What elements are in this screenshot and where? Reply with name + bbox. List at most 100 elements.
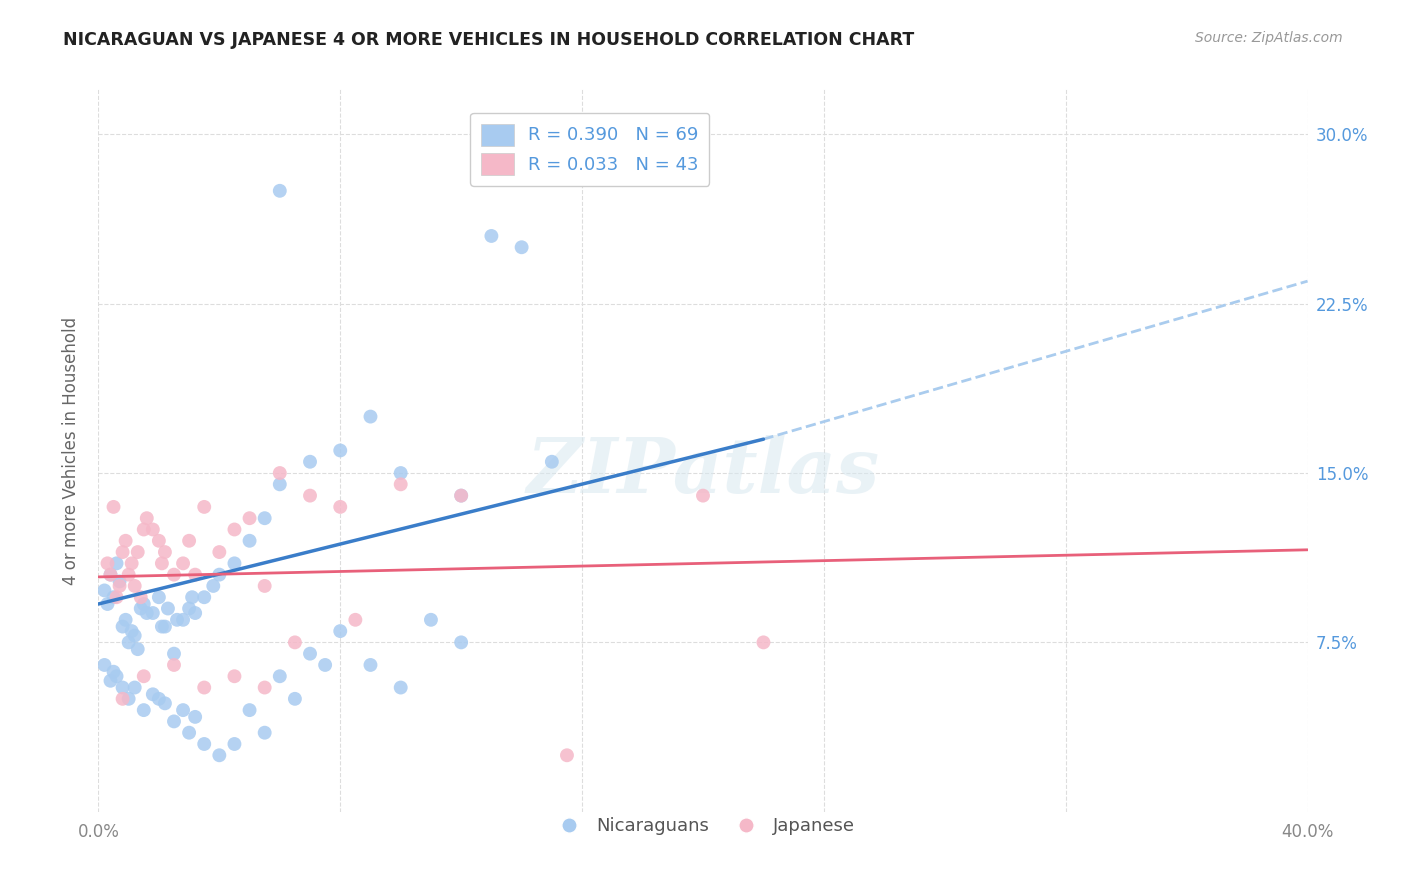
- Point: [692, 489, 714, 503]
- Point: [148, 691, 170, 706]
- Point: [179, 601, 201, 615]
- Text: Source: ZipAtlas.com: Source: ZipAtlas.com: [1195, 31, 1343, 45]
- Point: [111, 681, 134, 695]
- Point: [193, 737, 215, 751]
- Point: [163, 567, 186, 582]
- Point: [150, 557, 173, 571]
- Point: [253, 681, 276, 695]
- Point: [132, 597, 155, 611]
- Point: [269, 466, 291, 480]
- Point: [103, 665, 125, 679]
- Point: [111, 619, 134, 633]
- Point: [121, 624, 143, 639]
- Point: [135, 606, 157, 620]
- Point: [239, 703, 262, 717]
- Point: [153, 545, 176, 559]
- Point: [179, 725, 201, 739]
- Point: [329, 500, 352, 514]
- Point: [100, 673, 122, 688]
- Point: [329, 443, 352, 458]
- Point: [163, 714, 186, 729]
- Point: [142, 687, 165, 701]
- Point: [450, 489, 472, 503]
- Point: [239, 533, 262, 548]
- Point: [450, 489, 472, 503]
- Point: [208, 567, 231, 582]
- Point: [118, 691, 141, 706]
- Point: [150, 619, 173, 633]
- Point: [105, 669, 128, 683]
- Point: [193, 591, 215, 605]
- Point: [100, 567, 122, 582]
- Point: [96, 557, 118, 571]
- Point: [118, 635, 141, 649]
- Point: [124, 579, 146, 593]
- Point: [172, 613, 194, 627]
- Point: [103, 500, 125, 514]
- Point: [142, 523, 165, 537]
- Point: [93, 583, 115, 598]
- Point: [329, 624, 352, 639]
- Point: [208, 545, 231, 559]
- Point: [481, 229, 503, 244]
- Point: [284, 635, 307, 649]
- Point: [103, 591, 125, 605]
- Point: [156, 601, 179, 615]
- Point: [111, 545, 134, 559]
- Point: [181, 591, 204, 605]
- Point: [299, 489, 322, 503]
- Point: [510, 240, 533, 254]
- Point: [299, 455, 322, 469]
- Text: ZIPatlas: ZIPatlas: [526, 435, 880, 509]
- Point: [344, 613, 367, 627]
- Point: [111, 691, 134, 706]
- Point: [269, 184, 291, 198]
- Point: [153, 619, 176, 633]
- Point: [314, 657, 336, 672]
- Point: [224, 737, 246, 751]
- Point: [132, 703, 155, 717]
- Point: [239, 511, 262, 525]
- Point: [184, 710, 207, 724]
- Point: [163, 647, 186, 661]
- Point: [132, 523, 155, 537]
- Legend: Nicaraguans, Japanese: Nicaraguans, Japanese: [544, 810, 862, 842]
- Point: [208, 748, 231, 763]
- Point: [100, 567, 122, 582]
- Point: [284, 691, 307, 706]
- Point: [105, 591, 128, 605]
- Point: [179, 533, 201, 548]
- Point: [202, 579, 225, 593]
- Point: [108, 579, 131, 593]
- Point: [253, 511, 276, 525]
- Point: [752, 635, 775, 649]
- Point: [127, 545, 149, 559]
- Point: [93, 657, 115, 672]
- Point: [224, 669, 246, 683]
- Point: [105, 557, 128, 571]
- Point: [540, 455, 562, 469]
- Point: [118, 567, 141, 582]
- Point: [224, 523, 246, 537]
- Point: [108, 574, 131, 589]
- Point: [166, 613, 188, 627]
- Point: [114, 533, 136, 548]
- Point: [124, 629, 146, 643]
- Point: [253, 725, 276, 739]
- Point: [269, 477, 291, 491]
- Point: [184, 567, 207, 582]
- Point: [299, 647, 322, 661]
- Point: [124, 681, 146, 695]
- Point: [129, 601, 152, 615]
- Text: NICARAGUAN VS JAPANESE 4 OR MORE VEHICLES IN HOUSEHOLD CORRELATION CHART: NICARAGUAN VS JAPANESE 4 OR MORE VEHICLE…: [63, 31, 914, 49]
- Point: [163, 657, 186, 672]
- Point: [555, 748, 578, 763]
- Point: [132, 669, 155, 683]
- Point: [389, 681, 412, 695]
- Point: [127, 642, 149, 657]
- Point: [121, 557, 143, 571]
- Point: [135, 511, 157, 525]
- Point: [224, 557, 246, 571]
- Point: [114, 613, 136, 627]
- Point: [193, 681, 215, 695]
